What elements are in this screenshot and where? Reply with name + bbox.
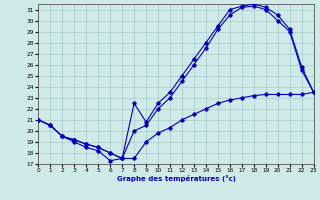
X-axis label: Graphe des températures (°c): Graphe des températures (°c): [116, 175, 236, 182]
